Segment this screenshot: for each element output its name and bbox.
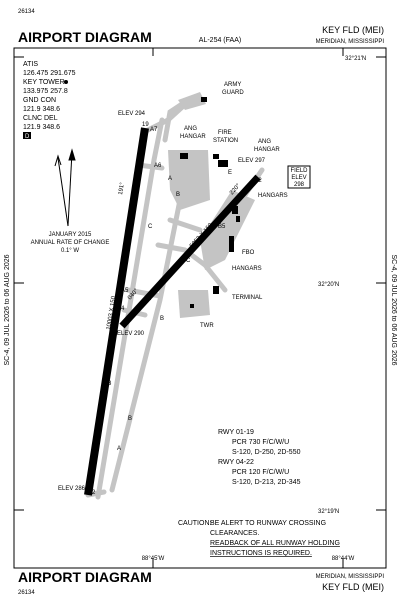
runway-heading: 191° — [118, 182, 126, 196]
facility: HANGAR — [180, 134, 206, 140]
tower-dot — [64, 80, 68, 84]
runway-info: S-120, D-213, 2D-345 — [232, 479, 301, 486]
longitude: 88°45'W — [142, 556, 165, 562]
buildings — [180, 97, 240, 308]
taxiway: A4 — [117, 306, 125, 312]
freq-line: GND CON — [23, 97, 56, 104]
runway-end: 4 — [126, 320, 130, 326]
apron — [168, 150, 210, 210]
taxiway: B5 — [218, 224, 226, 230]
freq-line: 121.9 348.6 — [23, 106, 60, 113]
caution: BE ALERT TO RUNWAY CROSSING — [210, 520, 326, 527]
freq-line: 126.475 291.675 — [23, 70, 76, 77]
mag-text: ANNUAL RATE OF CHANGE — [31, 240, 110, 246]
chart-number: AL-254 (FAA) — [199, 37, 241, 44]
runway-info: RWY 04-22 — [218, 459, 254, 466]
taxiway: B — [160, 316, 164, 322]
runway-end: 19 — [142, 122, 149, 128]
taxiway: A5 — [121, 288, 129, 294]
taxiway: B — [176, 192, 180, 198]
chart-id: 26134 — [18, 590, 35, 596]
title: AIRPORT DIAGRAM — [18, 29, 152, 45]
freq-line: 133.975 257.8 — [23, 88, 68, 95]
freq-line: KEY TOWER — [23, 79, 65, 86]
taxiway: E — [228, 170, 232, 176]
elevation: ELEV 286 — [58, 486, 86, 492]
d-box — [23, 132, 31, 139]
taxiway: A7 — [150, 127, 158, 133]
facility: FBO — [242, 250, 255, 256]
taxiway: A — [147, 296, 151, 302]
caution: CAUTION: — [178, 520, 212, 527]
latitude: 32°20'N — [318, 282, 339, 288]
freq-line: ATIS — [23, 61, 38, 68]
taxiway: A3 — [104, 381, 112, 387]
elevation: ELEV 294 — [118, 111, 146, 117]
effective-date: SC-4, 09 JUL 2026 to 06 AUG 2026 — [390, 254, 397, 365]
mag-text: 0.1° W — [61, 248, 79, 254]
field-elev-box — [287, 165, 311, 189]
airport-name: KEY FLD (MEI) — [322, 25, 384, 35]
freq-line: D — [25, 134, 30, 140]
facility: HANGAR — [254, 147, 280, 153]
mag-text: JANUARY 2015 — [49, 232, 92, 238]
facility: ARMY — [224, 82, 241, 88]
facility: TWR — [200, 323, 214, 329]
frame — [13, 47, 387, 569]
facility: GUARD — [222, 90, 244, 96]
taxiway: C — [148, 224, 153, 230]
apron — [200, 190, 255, 270]
runway-info: PCR 120 F/C/W/U — [232, 469, 289, 476]
taxiway: B — [128, 416, 132, 422]
apron — [178, 92, 206, 110]
taxiway: A — [117, 446, 121, 452]
runway-info: PCR 730 F/C/W/U — [232, 439, 289, 446]
elevation: ELEV 297 — [238, 158, 266, 164]
facility: HANGARS — [258, 193, 288, 199]
runway-end: 1 — [86, 481, 90, 487]
field-elev: 298 — [294, 182, 305, 188]
facility: ANG — [184, 126, 197, 132]
taxiway: A — [168, 176, 172, 182]
runway-01-19 — [84, 127, 149, 496]
runway-size: 10003 X 150 — [106, 295, 117, 330]
freq-line: 121.9 348.6 — [23, 124, 60, 131]
longitude: 88°44'W — [332, 556, 355, 562]
facility: STATION — [213, 138, 238, 144]
taxiway: A6 — [154, 163, 162, 169]
taxiway: C — [186, 258, 191, 264]
airport-name: KEY FLD (MEI) — [322, 582, 384, 592]
latitude: 32°21'N — [345, 56, 366, 62]
runway-heading: 011° — [94, 427, 102, 440]
field-elev: ELEV — [291, 175, 306, 181]
facility: ANG — [258, 139, 271, 145]
facility: TERMINAL — [232, 295, 263, 301]
facility: HANGARS — [232, 266, 262, 272]
caution: READBACK OF ALL RUNWAY HOLDING — [210, 540, 340, 547]
caution: INSTRUCTIONS IS REQUIRED. — [210, 550, 312, 557]
freq-line: CLNC DEL — [23, 115, 58, 122]
runway-end: 22 — [255, 178, 262, 184]
runway-04-22 — [119, 174, 261, 329]
taxiway: A2 — [88, 490, 96, 496]
field-elev: FIELD — [290, 168, 308, 174]
frequencies: ATIS 126.475 291.675 KEY TOWER 133.975 2… — [23, 61, 76, 140]
city: MERIDIAN, MISSISSIPPI — [316, 574, 385, 580]
facility: FIRE — [218, 130, 232, 136]
runway-info: RWY 01-19 — [218, 429, 254, 436]
runway-info: S-120, D-250, 2D-550 — [232, 449, 301, 456]
caution: CLEARANCES. — [210, 530, 259, 537]
effective-date: SC-4, 09 JUL 2026 to 06 AUG 2026 — [4, 254, 11, 365]
city: MERIDIAN, MISSISSIPPI — [316, 39, 385, 45]
chart-id: 26134 — [18, 9, 35, 15]
latitude: 32°19'N — [318, 509, 339, 515]
elevation: ELEV 290 — [117, 331, 145, 337]
north-arrows — [54, 148, 76, 227]
title: AIRPORT DIAGRAM — [18, 569, 152, 585]
